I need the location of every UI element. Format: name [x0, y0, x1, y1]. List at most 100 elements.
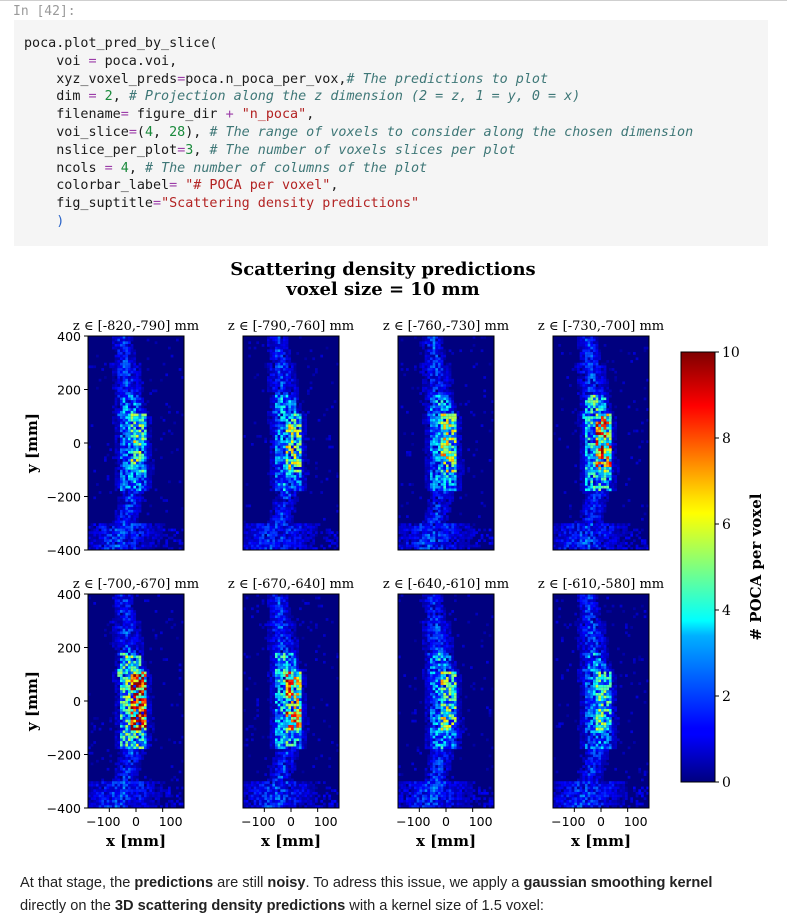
heatmap-cell — [283, 360, 286, 363]
heatmap-cell — [138, 381, 142, 385]
heatmap-cell — [601, 451, 604, 454]
heatmap-cell — [438, 483, 441, 486]
heatmap-cell — [264, 531, 268, 534]
heatmap-cell — [296, 421, 300, 425]
heatmap-cell — [443, 368, 447, 371]
heatmap-cell — [427, 418, 431, 422]
heatmap-cell — [448, 472, 452, 476]
heatmap-cell — [574, 520, 578, 524]
heatmap-cell — [582, 365, 586, 369]
heatmap-cell — [291, 408, 294, 411]
heatmap-cell — [141, 413, 145, 417]
heatmap-cell — [117, 507, 121, 510]
heatmap-cell — [430, 384, 433, 387]
heatmap-cell — [611, 536, 615, 540]
heatmap-cell — [133, 464, 137, 468]
heatmap-cell — [128, 370, 131, 374]
heatmap-cell — [104, 531, 107, 534]
heatmap-cell — [133, 368, 137, 371]
heatmap-cell — [125, 402, 129, 406]
heatmap-cell — [448, 509, 452, 513]
heatmap-cell — [117, 426, 121, 430]
heatmap-cell — [424, 541, 428, 545]
heatmap-cell — [128, 386, 131, 390]
heatmap-cell — [424, 365, 428, 369]
heatmap-cell — [582, 517, 586, 521]
heatmap-cell — [173, 528, 177, 532]
heatmap-cell — [149, 472, 153, 476]
heatmap-cell — [635, 533, 639, 537]
code-token — [97, 89, 105, 104]
heatmap-cell — [614, 378, 618, 382]
heatmap-cell — [611, 456, 615, 460]
heatmap-cell — [603, 392, 607, 395]
heatmap-cell — [414, 544, 417, 548]
heatmap-cell — [291, 376, 294, 379]
heatmap-cell — [280, 421, 284, 425]
heatmap-cell — [646, 504, 650, 508]
heatmap-cell — [296, 544, 300, 548]
heatmap-cell — [296, 533, 300, 537]
heatmap-cell — [285, 432, 289, 436]
heatmap-cell — [117, 650, 121, 653]
heatmap-cell — [593, 386, 596, 390]
heatmap-cell — [144, 499, 147, 502]
heatmap-cell — [280, 365, 284, 369]
heatmap-cell — [435, 451, 439, 454]
heatmap-cell — [128, 344, 131, 347]
heatmap-cell — [243, 539, 246, 543]
heatmap-cell — [440, 362, 444, 366]
heatmap-cell — [462, 469, 465, 473]
heatmap-cell — [283, 544, 286, 548]
heatmap-cell — [301, 536, 305, 540]
heatmap-cell — [128, 626, 131, 629]
heatmap-cell — [283, 499, 286, 502]
heatmap-cell — [272, 394, 276, 398]
heatmap-cell — [432, 491, 436, 494]
heatmap-cell — [561, 531, 564, 534]
heatmap-cell — [133, 634, 137, 637]
heatmap-cell — [277, 499, 281, 502]
heatmap-cell — [462, 523, 465, 526]
heatmap-cell — [611, 440, 615, 444]
heatmap-cell — [146, 432, 150, 436]
heatmap-cell — [128, 448, 131, 452]
code-cell[interactable]: poca.plot_pred_by_slice( voi = poca.voi,… — [14, 20, 768, 246]
heatmap-cell — [435, 440, 439, 444]
heatmap-cell — [443, 509, 447, 513]
heatmap-cell — [109, 547, 113, 551]
heatmap-cell — [146, 461, 150, 465]
heatmap-cell — [146, 488, 150, 492]
heatmap-cell — [122, 402, 126, 406]
heatmap-cell — [563, 533, 567, 537]
heatmap-cell — [630, 533, 634, 537]
heatmap-cell — [403, 523, 407, 526]
heatmap-cell — [430, 461, 433, 465]
heatmap-cell — [275, 429, 278, 433]
heatmap-cell — [130, 472, 134, 476]
heatmap-cell — [595, 338, 599, 342]
heatmap-cell — [422, 421, 425, 425]
heatmap-cell — [304, 469, 308, 473]
heatmap-cell — [285, 517, 289, 521]
heatmap-cell — [125, 469, 129, 473]
heatmap-cell — [125, 547, 129, 551]
heatmap-cell — [275, 499, 278, 502]
heatmap-cell — [291, 432, 294, 436]
heatmap-cell — [400, 362, 404, 366]
code-editor[interactable]: poca.plot_pred_by_slice( voi = poca.voi,… — [24, 35, 693, 231]
heatmap-cell — [598, 400, 602, 403]
heatmap-cell — [424, 384, 428, 387]
heatmap-cell — [601, 410, 604, 414]
heatmap-cell — [283, 509, 286, 513]
heatmap-cell — [128, 496, 131, 500]
heatmap-cell — [593, 368, 596, 371]
heatmap-cell — [451, 499, 455, 502]
heatmap-cell — [593, 426, 596, 430]
heatmap-cell — [130, 610, 134, 613]
heatmap-cell — [443, 421, 447, 425]
heatmap-cell — [411, 536, 415, 540]
heatmap-cell — [424, 426, 428, 430]
heatmap-cell — [438, 517, 441, 521]
heatmap-cell — [283, 467, 286, 470]
